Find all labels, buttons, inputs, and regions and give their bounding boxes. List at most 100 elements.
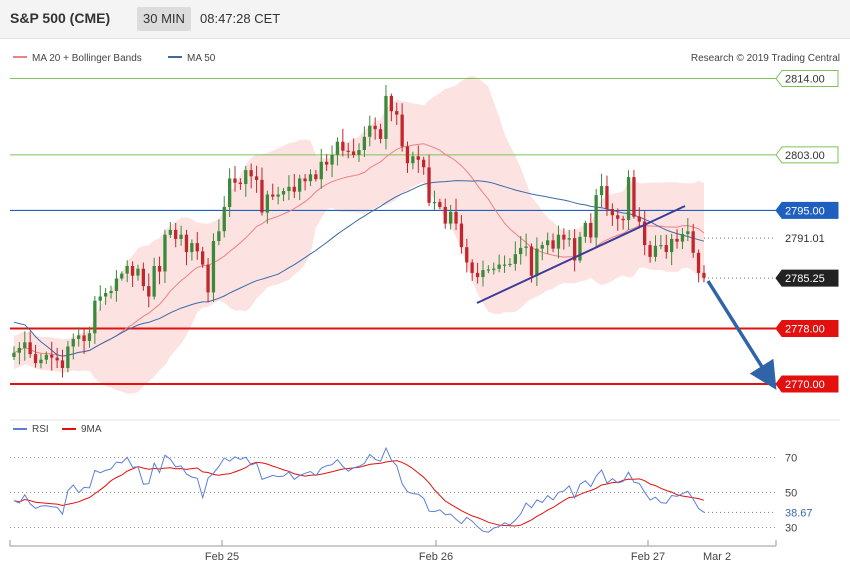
candle [686, 218, 690, 242]
candle [540, 241, 544, 261]
candle [39, 353, 43, 369]
candle [254, 165, 259, 193]
candle [136, 264, 140, 281]
candle [228, 168, 232, 217]
candle [648, 240, 652, 263]
candle [120, 271, 124, 281]
candle [287, 175, 291, 201]
candle [632, 170, 636, 219]
price-tag-label: 2785.25 [785, 273, 825, 285]
candle [298, 174, 302, 201]
price-tag-resistance: 2803.00 [775, 146, 839, 164]
candle [271, 183, 275, 200]
candle [459, 215, 464, 254]
candle [319, 148, 323, 189]
candle [351, 138, 356, 158]
price-tag-label: 2778.00 [785, 323, 825, 335]
candle [28, 331, 32, 358]
time-axis-label: Feb 27 [631, 551, 665, 563]
candle [233, 166, 237, 192]
candle [664, 234, 668, 259]
price-tag-pivot: 2795.00 [775, 201, 839, 219]
candle [432, 190, 437, 211]
time-axis-label: Feb 25 [205, 551, 239, 563]
bollinger-band-fill [14, 75, 704, 394]
candle [217, 219, 221, 246]
candle [643, 211, 647, 256]
price-tag-resistance: 2814.00 [775, 70, 839, 87]
candle [308, 169, 313, 187]
candle [44, 351, 48, 364]
candle [114, 270, 119, 302]
time-axis-labels: Feb 25 Feb 26 Feb 27 Mar 2 [9, 540, 777, 563]
candle [330, 145, 334, 178]
candle [141, 262, 145, 291]
candle [529, 243, 534, 283]
candle [147, 273, 151, 308]
candle [524, 233, 528, 257]
candle [427, 154, 431, 207]
candle [60, 349, 65, 378]
level-lines [10, 78, 776, 385]
candle [594, 188, 598, 249]
candle [244, 166, 248, 197]
price-tag-label: 2791.01 [785, 233, 825, 245]
candle [502, 255, 507, 273]
candlesticks [12, 85, 706, 378]
rsi-ma-legend-label: 9MA [81, 424, 102, 435]
candle [416, 145, 420, 173]
candle [260, 167, 264, 216]
candle [422, 156, 426, 175]
timestamp: 08:47:28 CET [200, 11, 281, 26]
candle [411, 151, 415, 170]
time-axis-label: Feb 26 [419, 551, 453, 563]
candle [292, 174, 296, 199]
candle [314, 170, 318, 182]
candle [168, 222, 172, 239]
price-tag-label: 2770.00 [785, 379, 825, 391]
candle [481, 260, 485, 287]
price-tag-ma: 2791.01 [785, 233, 825, 245]
rsi-ma-legend-swatch [62, 428, 76, 430]
candle [55, 347, 59, 369]
price-tags: 2814.00 2803.00 2795.00 2791.01 2785.25 2778.… [775, 70, 839, 393]
candle [346, 142, 350, 159]
candle [17, 341, 21, 365]
price-tag-label: 2803.00 [785, 150, 825, 162]
projection-arrow [706, 280, 777, 390]
instrument-title: S&P 500 (CME) [10, 10, 111, 26]
candle [492, 262, 496, 275]
rsi-tick-label: 30 [785, 523, 797, 535]
candle [616, 208, 620, 231]
candle [238, 178, 242, 190]
price-chart: MA 20 + Bollinger Bands MA 50 Research ©… [9, 53, 840, 563]
candle [556, 225, 561, 259]
candle [93, 296, 97, 344]
candle [470, 259, 474, 281]
price-tag-support: 2770.00 [775, 375, 839, 393]
candle [152, 257, 156, 300]
candle [211, 233, 216, 302]
candle [104, 288, 108, 305]
candle [195, 231, 199, 260]
timeframe-badge[interactable]: 30 MIN [137, 7, 191, 31]
price-tag-label: 2814.00 [785, 74, 825, 86]
candle [449, 204, 453, 230]
candle [206, 258, 210, 303]
candle [98, 285, 102, 311]
ma50-legend-swatch [168, 56, 182, 58]
candle [497, 254, 501, 273]
chart-header: S&P 500 (CME) 30 MIN 08:47:28 CET [0, 0, 850, 39]
candle [12, 346, 16, 360]
candle [465, 238, 469, 273]
candle [125, 260, 129, 283]
candle [109, 285, 113, 299]
candle [486, 265, 490, 274]
candle [691, 223, 695, 258]
rsi-last-label: 38.67 [785, 507, 813, 519]
rsi-ma-line [13, 460, 705, 527]
candle [438, 198, 442, 210]
candle [389, 93, 393, 122]
candle [621, 215, 625, 230]
candle [50, 341, 54, 371]
